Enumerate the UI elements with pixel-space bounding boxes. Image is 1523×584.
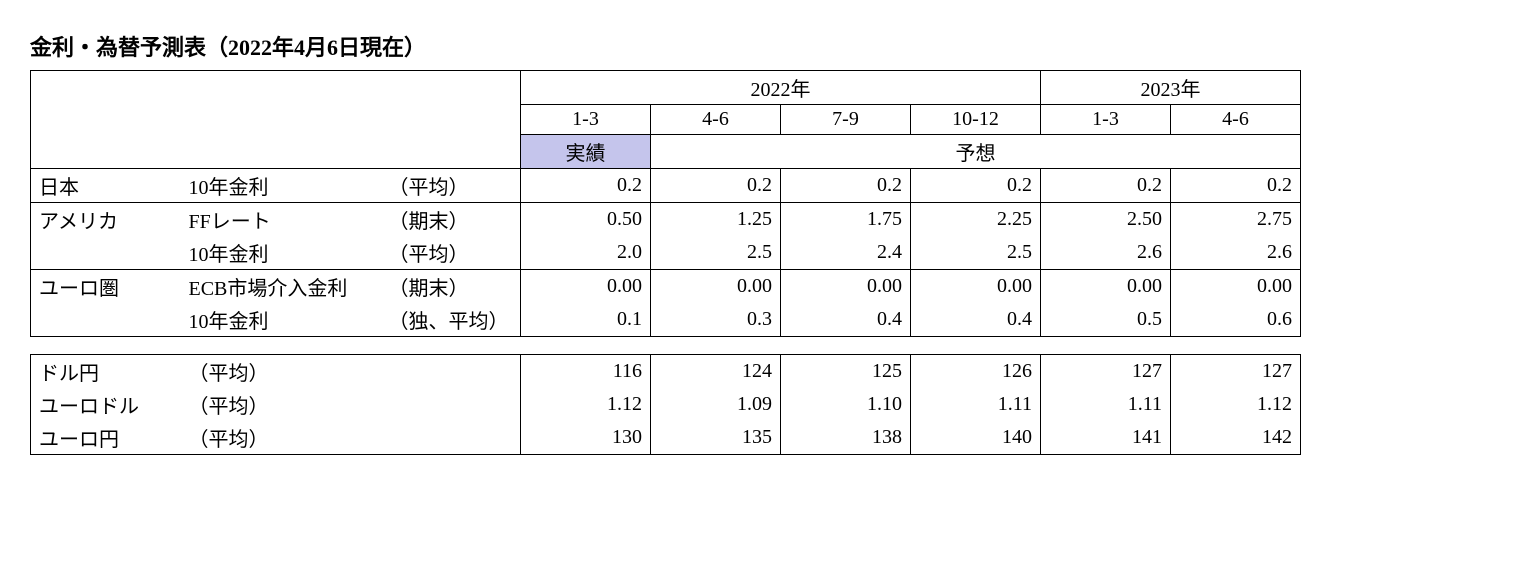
data-cell: 1.12 bbox=[1171, 388, 1301, 421]
data-cell: 138 bbox=[781, 421, 911, 455]
table-row: 10年金利 （平均） 2.0 2.5 2.4 2.5 2.6 2.6 bbox=[31, 236, 1301, 270]
data-cell: 1.25 bbox=[651, 203, 781, 237]
data-cell: 0.2 bbox=[1171, 169, 1301, 203]
data-cell: 0.00 bbox=[1171, 270, 1301, 304]
data-cell: 0.00 bbox=[781, 270, 911, 304]
metric-note: （独、平均） bbox=[381, 303, 521, 337]
data-cell: 1.11 bbox=[911, 388, 1041, 421]
metric-note: （平均） bbox=[181, 355, 521, 389]
data-cell: 1.09 bbox=[651, 388, 781, 421]
data-cell: 0.00 bbox=[911, 270, 1041, 304]
metric-label: ECB市場介入金利 bbox=[181, 270, 381, 304]
table-row: ユーロ圏 ECB市場介入金利 （期末） 0.00 0.00 0.00 0.00 … bbox=[31, 270, 1301, 304]
table-row: ユーロドル （平均） 1.12 1.09 1.10 1.11 1.11 1.12 bbox=[31, 388, 1301, 421]
quarter-label: 10-12 bbox=[911, 105, 1041, 135]
data-cell: 141 bbox=[1041, 421, 1171, 455]
table-row: ユーロ円 （平均） 130 135 138 140 141 142 bbox=[31, 421, 1301, 455]
metric-label: FFレート bbox=[181, 203, 381, 237]
region-euro: ユーロ圏 bbox=[31, 270, 181, 304]
quarter-label: 4-6 bbox=[651, 105, 781, 135]
data-cell: 0.00 bbox=[651, 270, 781, 304]
data-cell: 130 bbox=[521, 421, 651, 455]
metric-label: 10年金利 bbox=[181, 236, 381, 270]
data-cell: 1.10 bbox=[781, 388, 911, 421]
page-title: 金利・為替予測表（2022年4月6日現在） bbox=[30, 30, 1493, 62]
quarter-label: 1-3 bbox=[521, 105, 651, 135]
quarter-label: 4-6 bbox=[1171, 105, 1301, 135]
metric-label: 10年金利 bbox=[181, 169, 381, 203]
table-row: ドル円 （平均） 116 124 125 126 127 127 bbox=[31, 355, 1301, 389]
region-usa: アメリカ bbox=[31, 203, 181, 237]
header-actual-forecast: 実績 予想 bbox=[31, 135, 1301, 169]
metric-note: （期末） bbox=[381, 270, 521, 304]
data-cell: 2.4 bbox=[781, 236, 911, 270]
data-cell: 0.4 bbox=[781, 303, 911, 337]
fx-eurodollar: ユーロドル bbox=[31, 388, 181, 421]
header-quarters: 1-3 4-6 7-9 10-12 1-3 4-6 bbox=[31, 105, 1301, 135]
metric-note: （平均） bbox=[181, 388, 521, 421]
data-cell: 125 bbox=[781, 355, 911, 389]
table-row: アメリカ FFレート （期末） 0.50 1.25 1.75 2.25 2.50… bbox=[31, 203, 1301, 237]
fx-usdjpy: ドル円 bbox=[31, 355, 181, 389]
region-japan: 日本 bbox=[31, 169, 181, 203]
data-cell: 2.25 bbox=[911, 203, 1041, 237]
data-cell: 2.5 bbox=[651, 236, 781, 270]
data-cell: 2.50 bbox=[1041, 203, 1171, 237]
data-cell: 2.75 bbox=[1171, 203, 1301, 237]
data-cell: 2.6 bbox=[1171, 236, 1301, 270]
spacer bbox=[31, 337, 1301, 355]
metric-note: （平均） bbox=[181, 421, 521, 455]
forecast-table: 2022年 2023年 1-3 4-6 7-9 10-12 1-3 4-6 実績… bbox=[30, 70, 1301, 455]
table-row: 日本 10年金利 （平均） 0.2 0.2 0.2 0.2 0.2 0.2 bbox=[31, 169, 1301, 203]
quarter-label: 1-3 bbox=[1041, 105, 1171, 135]
data-cell: 1.11 bbox=[1041, 388, 1171, 421]
data-cell: 124 bbox=[651, 355, 781, 389]
data-cell: 0.50 bbox=[521, 203, 651, 237]
data-cell: 2.5 bbox=[911, 236, 1041, 270]
metric-note: （平均） bbox=[381, 236, 521, 270]
data-cell: 140 bbox=[911, 421, 1041, 455]
metric-note: （平均） bbox=[381, 169, 521, 203]
data-cell: 0.1 bbox=[521, 303, 651, 337]
forecast-label: 予想 bbox=[651, 135, 1301, 169]
table-row: 10年金利 （独、平均） 0.1 0.3 0.4 0.4 0.5 0.6 bbox=[31, 303, 1301, 337]
data-cell: 0.2 bbox=[521, 169, 651, 203]
data-cell: 127 bbox=[1041, 355, 1171, 389]
data-cell: 126 bbox=[911, 355, 1041, 389]
data-cell: 0.2 bbox=[1041, 169, 1171, 203]
data-cell: 0.00 bbox=[1041, 270, 1171, 304]
data-cell: 0.4 bbox=[911, 303, 1041, 337]
data-cell: 0.2 bbox=[781, 169, 911, 203]
data-cell: 142 bbox=[1171, 421, 1301, 455]
data-cell: 0.5 bbox=[1041, 303, 1171, 337]
metric-note: （期末） bbox=[381, 203, 521, 237]
actual-label: 実績 bbox=[521, 135, 651, 169]
header-years: 2022年 2023年 bbox=[31, 71, 1301, 105]
data-cell: 0.6 bbox=[1171, 303, 1301, 337]
data-cell: 1.12 bbox=[521, 388, 651, 421]
data-cell: 1.75 bbox=[781, 203, 911, 237]
metric-label: 10年金利 bbox=[181, 303, 381, 337]
data-cell: 0.00 bbox=[521, 270, 651, 304]
year-2023: 2023年 bbox=[1041, 71, 1301, 105]
data-cell: 0.2 bbox=[911, 169, 1041, 203]
data-cell: 127 bbox=[1171, 355, 1301, 389]
data-cell: 0.3 bbox=[651, 303, 781, 337]
data-cell: 0.2 bbox=[651, 169, 781, 203]
data-cell: 2.6 bbox=[1041, 236, 1171, 270]
quarter-label: 7-9 bbox=[781, 105, 911, 135]
data-cell: 135 bbox=[651, 421, 781, 455]
fx-eurojpy: ユーロ円 bbox=[31, 421, 181, 455]
data-cell: 116 bbox=[521, 355, 651, 389]
year-2022: 2022年 bbox=[521, 71, 1041, 105]
data-cell: 2.0 bbox=[521, 236, 651, 270]
